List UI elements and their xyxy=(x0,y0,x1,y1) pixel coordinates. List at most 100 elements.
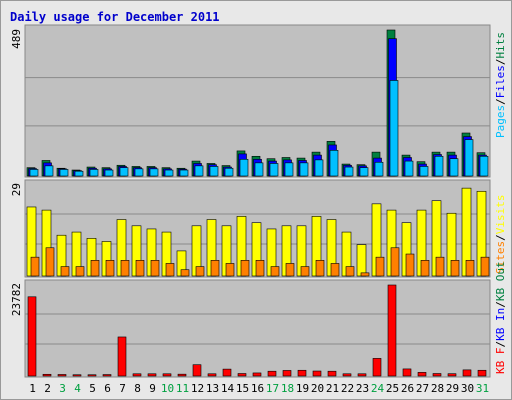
x-tick-label-3: 3 xyxy=(59,382,66,395)
x-tick-label-24: 24 xyxy=(371,382,385,395)
x-tick-label-11: 11 xyxy=(176,382,189,395)
bar-pages-7 xyxy=(119,167,129,177)
x-tick-label-2: 2 xyxy=(44,382,51,395)
x-tick-label-28: 28 xyxy=(431,382,444,395)
bar-kbf-8 xyxy=(132,373,142,377)
bar-sites-28 xyxy=(435,256,445,277)
x-tick-label-1: 1 xyxy=(29,382,36,395)
bar-sites-12 xyxy=(195,266,205,277)
bar-sites-7 xyxy=(120,260,130,277)
bar-pages-11 xyxy=(179,169,189,177)
legend-files: Files xyxy=(494,65,507,98)
bar-kbf-27 xyxy=(417,372,427,377)
bar-sites-20 xyxy=(315,260,325,277)
bar-kbf-15 xyxy=(237,373,247,377)
legend-kbout: KB Out xyxy=(494,261,507,301)
bar-pages-21 xyxy=(329,150,339,177)
bar-kbf-1 xyxy=(27,296,37,377)
bar-sites-21 xyxy=(330,263,340,277)
panel-3-ymax: 23782 xyxy=(10,283,23,316)
x-tick-label-6: 6 xyxy=(104,382,111,395)
bar-pages-13 xyxy=(209,166,219,177)
bar-pages-23 xyxy=(359,167,369,177)
bar-kbf-24 xyxy=(372,358,382,377)
bar-kbf-26 xyxy=(402,368,412,377)
bar-sites-29 xyxy=(450,260,460,277)
panel-1-ymax: 489 xyxy=(10,29,23,49)
bar-sites-11 xyxy=(180,269,190,277)
x-tick-label-27: 27 xyxy=(416,382,429,395)
x-tick-label-8: 8 xyxy=(134,382,141,395)
bar-pages-9 xyxy=(149,168,159,177)
bar-pages-8 xyxy=(134,168,144,177)
bar-sites-18 xyxy=(285,263,295,277)
bar-pages-15 xyxy=(239,158,249,177)
bar-kbf-2 xyxy=(42,373,52,377)
bar-pages-17 xyxy=(269,163,279,177)
bar-pages-3 xyxy=(59,169,69,177)
bar-pages-19 xyxy=(299,162,309,177)
bar-sites-22 xyxy=(345,266,355,277)
bar-kbf-10 xyxy=(162,373,172,377)
x-tick-label-22: 22 xyxy=(341,382,354,395)
bar-pages-22 xyxy=(344,166,354,177)
bar-sites-25 xyxy=(390,247,400,277)
bar-kbf-19 xyxy=(297,369,307,377)
x-tick-label-20: 20 xyxy=(311,382,324,395)
legend-kbin: KB In xyxy=(494,308,507,341)
x-tick-label-14: 14 xyxy=(221,382,235,395)
bar-pages-16 xyxy=(254,162,264,177)
bar-kbf-28 xyxy=(432,373,442,377)
bar-kbf-20 xyxy=(312,370,322,377)
bar-sites-6 xyxy=(105,260,115,277)
x-tick-label-18: 18 xyxy=(281,382,294,395)
legend-sites: Sites xyxy=(494,241,507,274)
bar-kbf-3 xyxy=(57,374,67,377)
x-tick-label-13: 13 xyxy=(206,382,219,395)
bar-kbf-21 xyxy=(327,370,337,377)
x-tick-label-12: 12 xyxy=(191,382,204,395)
bar-sites-14 xyxy=(225,263,235,277)
bar-sites-2 xyxy=(45,247,55,277)
bar-kbf-4 xyxy=(72,374,82,377)
bar-pages-18 xyxy=(284,162,294,177)
bar-sites-8 xyxy=(135,260,145,277)
bar-sites-27 xyxy=(420,260,430,277)
x-tick-label-25: 25 xyxy=(386,382,399,395)
x-tick-label-17: 17 xyxy=(266,382,279,395)
x-tick-label-4: 4 xyxy=(74,382,81,395)
legend-visits: Visits xyxy=(494,195,507,235)
bar-kbf-9 xyxy=(147,373,157,377)
bar-kbf-13 xyxy=(207,373,217,377)
bar-sites-26 xyxy=(405,253,415,277)
bar-kbf-5 xyxy=(87,374,97,377)
bar-sites-10 xyxy=(165,263,175,277)
legend-kbytes: KB F/KB In/KB Out xyxy=(494,261,507,374)
bar-sites-17 xyxy=(270,266,280,277)
x-tick-label-5: 5 xyxy=(89,382,96,395)
bar-pages-27 xyxy=(419,166,429,177)
bar-pages-6 xyxy=(104,169,114,177)
bar-pages-12 xyxy=(194,165,204,177)
svg-text:Pages/Files/Hits: Pages/Files/Hits xyxy=(494,32,507,138)
bar-sites-16 xyxy=(255,260,265,277)
bar-pages-26 xyxy=(404,160,414,177)
x-tick-label-26: 26 xyxy=(401,382,414,395)
chart-title: Daily usage for December 2011 xyxy=(10,10,220,24)
bar-pages-20 xyxy=(314,159,324,177)
legend-pages: Pages xyxy=(494,105,507,138)
bar-kbf-11 xyxy=(177,373,187,377)
x-tick-label-21: 21 xyxy=(326,382,339,395)
legend-visits-sites: Sites/Visits xyxy=(494,195,507,275)
bar-kbf-16 xyxy=(252,372,262,377)
bar-sites-23 xyxy=(360,272,370,277)
x-tick-label-19: 19 xyxy=(296,382,309,395)
x-tick-label-23: 23 xyxy=(356,382,369,395)
x-tick-label-31: 31 xyxy=(476,382,489,395)
bar-kbf-30 xyxy=(462,369,472,377)
bar-pages-4 xyxy=(74,170,84,177)
legend-kbf: KB F xyxy=(494,348,507,375)
panel-3-bg xyxy=(24,279,491,378)
bar-kbf-23 xyxy=(357,373,367,377)
